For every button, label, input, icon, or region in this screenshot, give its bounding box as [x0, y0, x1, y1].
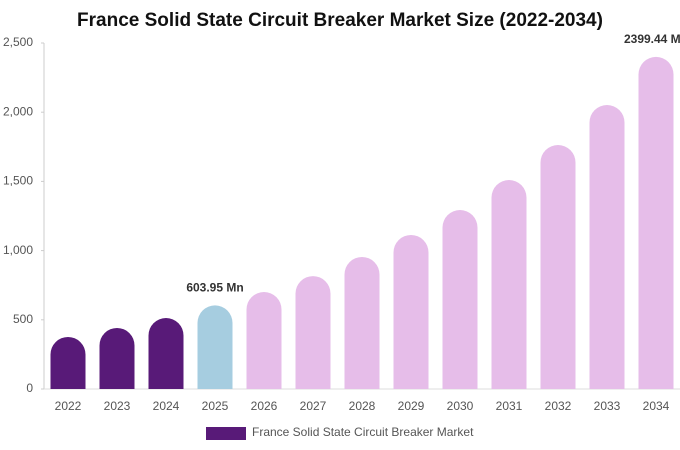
x-tick-label: 2024 — [153, 399, 180, 413]
x-tick-label: 2034 — [643, 399, 670, 413]
legend-label: France Solid State Circuit Breaker Marke… — [252, 425, 474, 439]
y-tick-label: 0 — [26, 381, 33, 395]
bar — [197, 305, 233, 389]
bar — [50, 336, 86, 389]
bar — [99, 327, 135, 389]
y-tick-label: 500 — [13, 312, 33, 326]
bar — [246, 291, 282, 389]
bar — [540, 145, 576, 389]
y-tick-label: 2,000 — [3, 104, 33, 118]
bar — [295, 276, 331, 389]
x-tick-label: 2028 — [349, 399, 376, 413]
bar — [442, 210, 478, 389]
x-tick-label: 2032 — [545, 399, 572, 413]
y-tick-label: 1,500 — [3, 174, 33, 188]
bar — [491, 180, 527, 389]
value-label: 603.95 Mn — [186, 281, 243, 295]
x-tick-label: 2025 — [202, 399, 229, 413]
bar — [344, 256, 380, 389]
x-tick-label: 2027 — [300, 399, 327, 413]
x-tick-label: 2023 — [104, 399, 131, 413]
bar — [589, 105, 625, 389]
x-tick-label: 2029 — [398, 399, 425, 413]
bar — [393, 234, 429, 389]
y-tick-label: 2,500 — [3, 35, 33, 49]
bar — [148, 318, 184, 389]
bar — [638, 56, 674, 389]
x-tick-label: 2026 — [251, 399, 278, 413]
legend-swatch — [206, 427, 246, 440]
x-tick-label: 2022 — [55, 399, 82, 413]
y-tick-label: 1,000 — [3, 243, 33, 257]
x-tick-label: 2030 — [447, 399, 474, 413]
value-label: 2399.44 Mn — [624, 32, 680, 46]
x-tick-label: 2031 — [496, 399, 523, 413]
chart-title: France Solid State Circuit Breaker Marke… — [77, 10, 603, 31]
x-tick-label: 2033 — [594, 399, 621, 413]
